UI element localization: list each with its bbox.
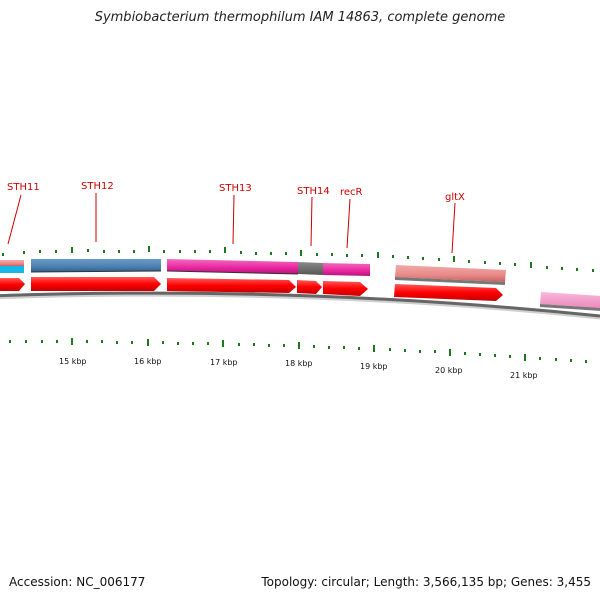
gene-label-recr: recR	[340, 187, 363, 198]
gene-label-sth11: STH11	[7, 182, 40, 193]
gene-label-sth12: STH12	[81, 181, 114, 192]
lower-ticks	[9, 338, 587, 363]
feature-gltx	[395, 265, 506, 282]
kbp-label: 17 kbp	[210, 358, 238, 367]
feature-sth13	[167, 259, 298, 274]
kbp-label: 18 kbp	[285, 359, 313, 368]
cds-arrow	[297, 280, 322, 294]
gene-label-sth13: STH13	[219, 183, 252, 194]
feature-recr	[323, 263, 370, 276]
cds-arrow	[0, 278, 25, 291]
map-title: Symbiobacterium thermophilum IAM 14863, …	[94, 10, 506, 25]
gene-leaders	[7, 193, 456, 254]
feature-right-pink-shadow	[540, 304, 600, 311]
feature-sth14	[298, 262, 323, 275]
accession-label: Accession: NC_006177	[9, 575, 146, 589]
cds-arrow	[323, 281, 368, 296]
genome-backbone-line	[0, 291, 600, 318]
gene-label-sth14: STH14	[297, 186, 330, 197]
kbp-label: 20 kbp	[435, 366, 463, 375]
upper-ticks	[2, 246, 594, 272]
feature-left-cyan	[0, 266, 24, 273]
kbp-label: 16 kbp	[134, 357, 162, 366]
genome-backbone	[0, 291, 600, 320]
gene-label-gltx: gltX	[445, 192, 465, 203]
feature-right-pink	[540, 292, 600, 308]
topology-summary: Topology: circular; Length: 3,566,135 bp…	[261, 575, 591, 589]
gene-labels: STH11 STH12 STH13 STH14 recR gltX	[7, 181, 465, 203]
cds-arrows	[0, 277, 503, 301]
kbp-label: 21 kbp	[510, 371, 538, 380]
cds-arrow	[31, 277, 161, 291]
feature-sth12	[31, 259, 161, 272]
kbp-label: 19 kbp	[360, 362, 388, 371]
cds-arrow	[394, 284, 503, 301]
feature-bars	[0, 259, 600, 311]
kbp-label: 15 kbp	[59, 357, 87, 366]
kbp-labels: 15 kbp 16 kbp 17 kbp 18 kbp 19 kbp 20 kb…	[59, 357, 538, 380]
feature-left-salmon	[0, 260, 24, 266]
cds-arrow	[167, 278, 296, 293]
feature-gltx-shadow	[395, 277, 505, 285]
